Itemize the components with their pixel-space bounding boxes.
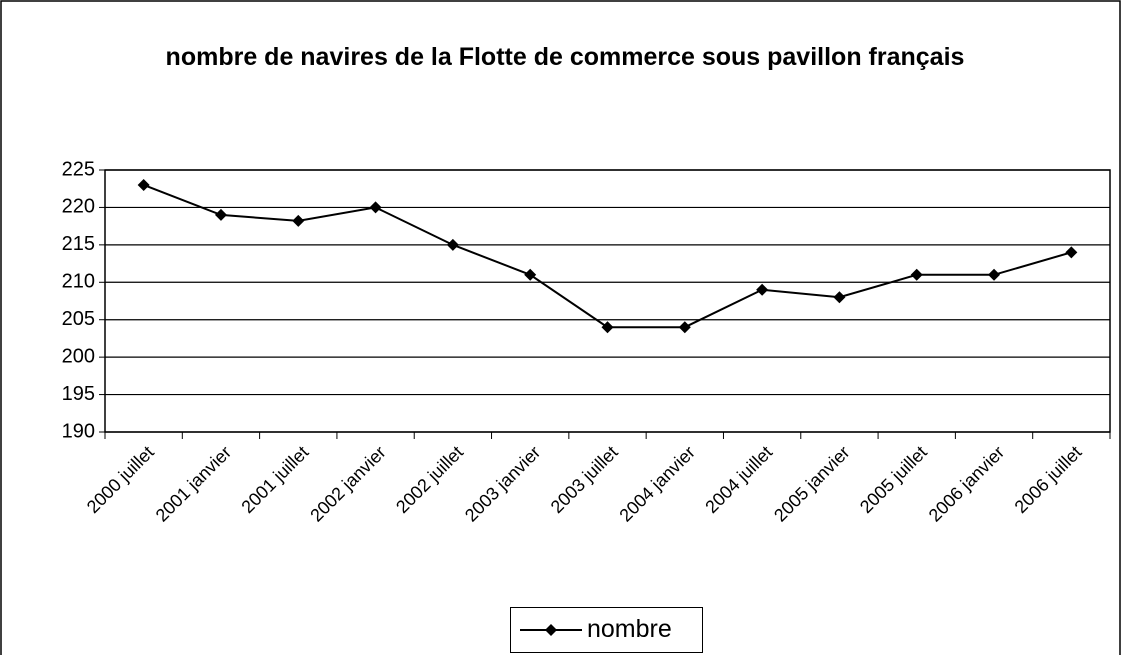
y-tick-label: 205 [62, 308, 95, 330]
marker [678, 321, 691, 334]
x-tick-label: 2005 juillet [856, 442, 931, 517]
marker [446, 238, 459, 251]
x-tick-label: 2003 juillet [547, 442, 622, 517]
x-tick-label: 2002 janvier [306, 442, 389, 525]
x-tick-label: 2003 janvier [461, 442, 544, 525]
legend-icon [520, 624, 582, 636]
y-tick-label: 215 [62, 233, 95, 255]
legend-label: nombre [587, 615, 672, 643]
legend-marker [545, 624, 557, 636]
marker [756, 283, 769, 296]
y-tick-label: 200 [62, 345, 95, 367]
chart-title: nombre de navires de la Flotte de commer… [165, 43, 965, 71]
x-tick-label: 2001 janvier [152, 442, 235, 525]
x-tick-label: 2000 juillet [83, 442, 158, 517]
x-tick-label: 2004 janvier [616, 442, 699, 525]
marker [137, 178, 150, 191]
marker [292, 214, 305, 227]
marker [910, 268, 923, 281]
y-tick-label: 190 [62, 420, 95, 442]
marker [1065, 246, 1078, 259]
plot-area [104, 169, 1111, 433]
legend: nombre [510, 607, 703, 653]
x-tick-label: 2001 juillet [237, 442, 312, 517]
marker [369, 201, 382, 214]
marker [988, 268, 1001, 281]
y-tick-label: 195 [62, 383, 95, 405]
x-tick-label: 2005 janvier [770, 442, 853, 525]
marker [601, 321, 614, 334]
x-tick-label: 2006 janvier [925, 442, 1008, 525]
x-tick-label: 2004 juillet [701, 442, 776, 517]
x-tick-label: 2002 juillet [392, 442, 467, 517]
marker [214, 208, 227, 221]
marker [524, 268, 537, 281]
y-tick-label: 220 [62, 196, 95, 218]
y-tick-label: 225 [62, 158, 95, 180]
marker [833, 291, 846, 304]
y-tick-label: 210 [62, 271, 95, 293]
x-tick-label: 2006 juillet [1011, 442, 1086, 517]
